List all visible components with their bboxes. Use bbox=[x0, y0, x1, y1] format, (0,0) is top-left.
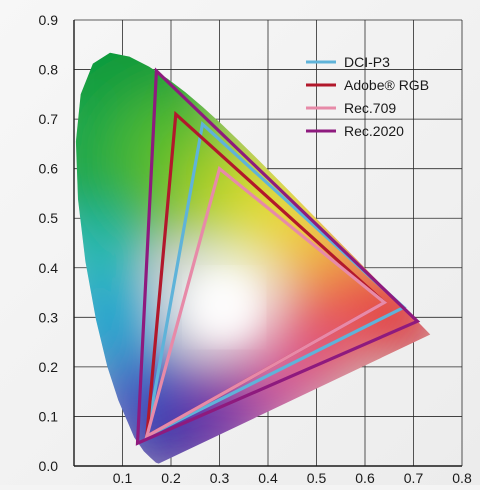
y-tick-label: 0.0 bbox=[39, 458, 59, 474]
y-tick-label: 0.3 bbox=[39, 309, 59, 325]
x-tick-label: 0.3 bbox=[210, 470, 230, 485]
legend-label: Adobe® RGB bbox=[344, 77, 429, 93]
x-tick-label: 0.5 bbox=[307, 470, 327, 485]
legend: DCI-P3 Adobe® RGB Rec.709 Rec.2020 bbox=[306, 54, 429, 139]
y-tick-label: 0.5 bbox=[39, 210, 59, 226]
x-tick-label: 0.1 bbox=[113, 470, 133, 485]
y-tick-label: 0.6 bbox=[39, 161, 59, 177]
gamut-triangles bbox=[135, 67, 421, 446]
y-tick-label: 0.9 bbox=[39, 12, 59, 28]
tick-labels: 0.1 0.2 0.3 0.4 0.5 0.6 0.7 0.8 0.0 0.1 0.2 0.3 0.4 0… bbox=[39, 12, 472, 486]
x-tick-label: 0.8 bbox=[452, 470, 472, 485]
gamut-triangle-dci-p3 bbox=[144, 120, 407, 440]
gamut-triangle-rec-709 bbox=[144, 165, 388, 440]
legend-label: Rec.2020 bbox=[344, 123, 404, 139]
y-tick-label: 0.1 bbox=[39, 408, 59, 424]
gamut-triangle-rec-2020 bbox=[135, 67, 421, 446]
x-tick-label: 0.4 bbox=[258, 470, 278, 485]
x-tick-label: 0.2 bbox=[161, 470, 181, 485]
x-tick-label: 0.6 bbox=[355, 470, 375, 485]
y-tick-label: 0.4 bbox=[39, 260, 59, 276]
x-tick-label: 0.7 bbox=[404, 470, 424, 485]
axes bbox=[73, 20, 462, 467]
y-tick-label: 0.7 bbox=[39, 111, 59, 127]
legend-label: Rec.709 bbox=[344, 100, 396, 116]
y-tick-label: 0.8 bbox=[39, 62, 59, 78]
legend-label: DCI-P3 bbox=[344, 54, 390, 70]
y-tick-label: 0.2 bbox=[39, 359, 59, 375]
